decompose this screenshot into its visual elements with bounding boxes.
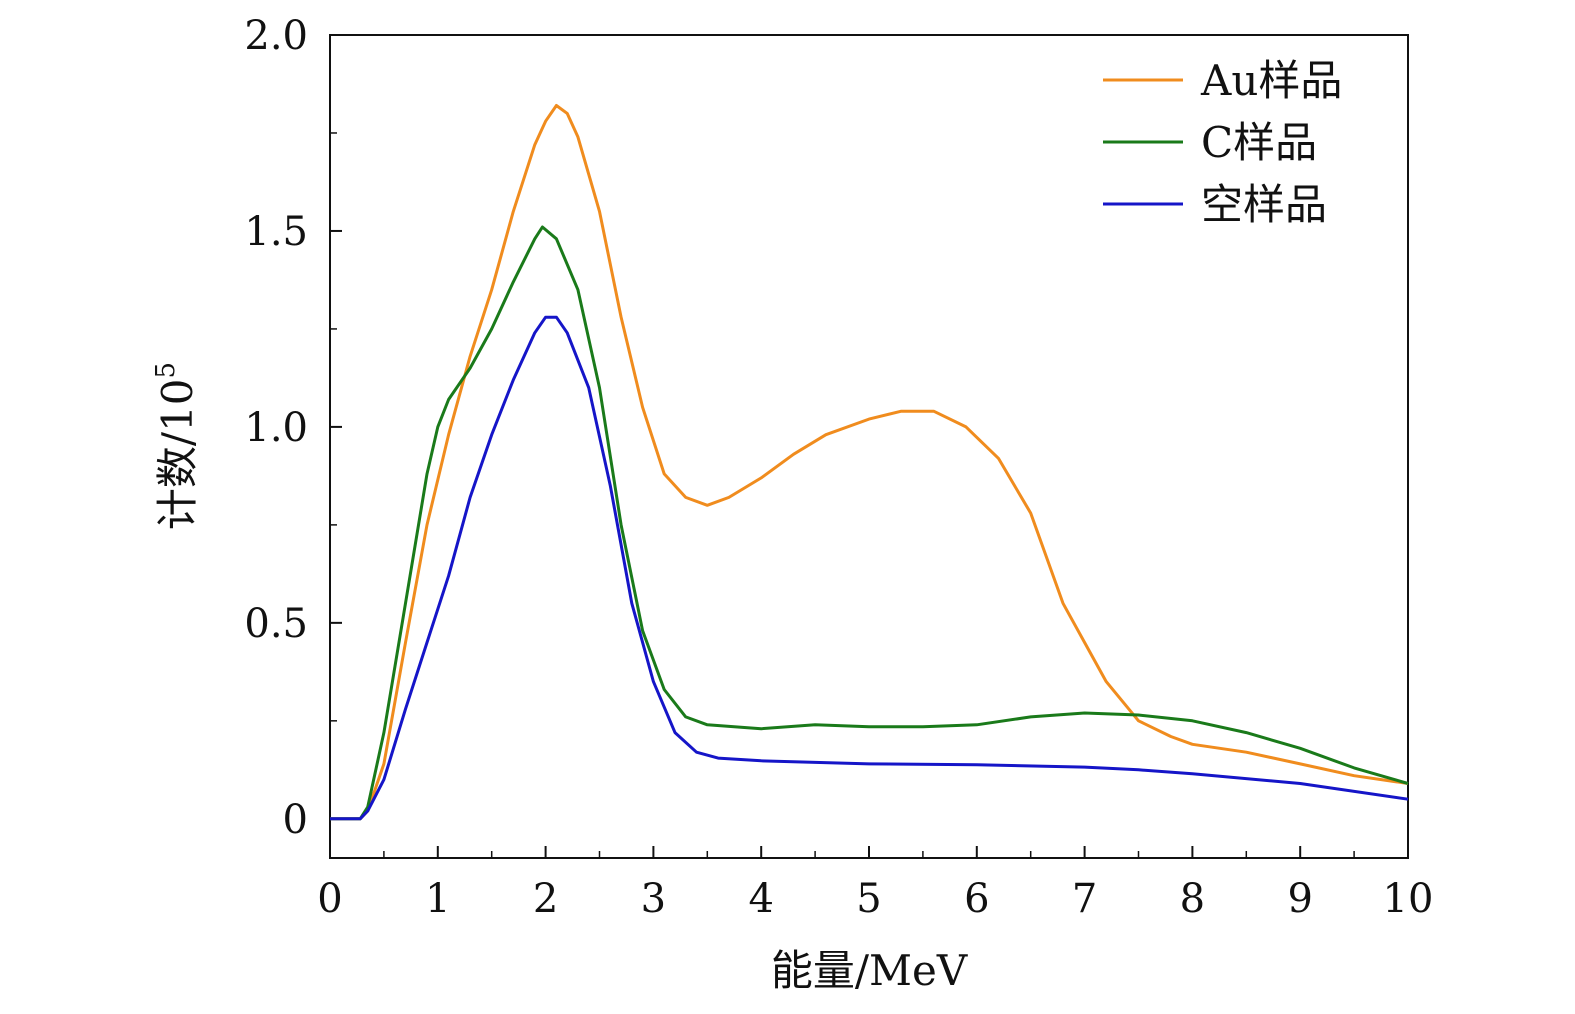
x-tick-label: 1 <box>425 876 450 922</box>
legend-label-1: Au样品 <box>1200 56 1342 105</box>
y-axis-title-main: 计数/10 <box>153 378 202 530</box>
y-tick-label: 2.0 <box>244 13 308 59</box>
x-tick-label: 5 <box>856 876 881 922</box>
x-tick-label: 2 <box>533 876 558 922</box>
x-axis-ticks: 0 1 2 3 4 5 6 7 8 9 10 <box>317 846 1433 922</box>
y-axis-title-exponent: 5 <box>151 362 181 379</box>
x-tick-label: 10 <box>1383 876 1434 922</box>
y-tick-label: 1.5 <box>244 209 308 255</box>
x-tick-label: 3 <box>641 876 666 922</box>
x-tick-label: 6 <box>964 876 989 922</box>
y-tick-label: 0.5 <box>244 601 308 647</box>
x-tick-label: 9 <box>1287 876 1312 922</box>
y-axis-title: 计数/105 <box>151 362 202 530</box>
y-tick-label: 1.0 <box>244 405 308 451</box>
legend-label-3: 空样品 <box>1201 180 1327 229</box>
x-tick-label: 8 <box>1180 876 1205 922</box>
y-tick-label: 0 <box>283 797 308 843</box>
legend-label-2: C样品 <box>1201 118 1317 167</box>
series-line-3 <box>330 315 1409 821</box>
series-line-1 <box>330 104 1409 821</box>
x-axis-title: 能量/MeV <box>771 946 968 995</box>
y-axis-ticks: 0 0.5 1.0 1.5 2.0 <box>244 13 342 843</box>
series-layer <box>330 104 1409 821</box>
series-line-2 <box>330 225 1409 821</box>
x-tick-label: 0 <box>317 876 342 922</box>
x-tick-label: 7 <box>1072 876 1097 922</box>
x-tick-label: 4 <box>748 876 773 922</box>
svg-text:计数/105: 计数/105 <box>151 362 202 530</box>
